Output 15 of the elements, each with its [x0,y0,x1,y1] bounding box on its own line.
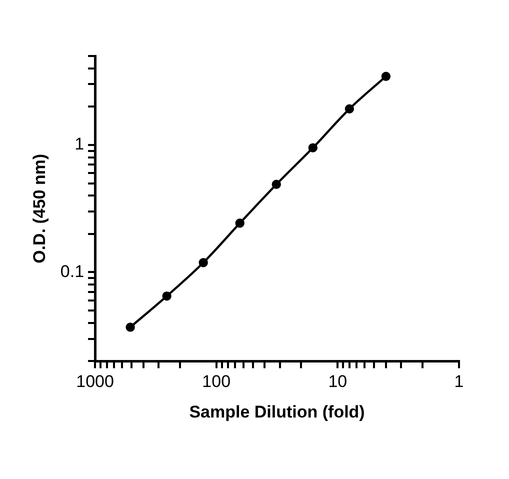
x-tick-label: 10 [328,372,348,392]
y-axis-title: O.D. (450 nm) [30,154,49,264]
x-tick-label: 1000 [76,372,114,392]
point [308,143,318,152]
point [272,180,281,189]
x-tick-label: 100 [202,372,231,392]
x-tick-label: 1 [454,372,464,392]
y-tick-label: 0.1 [60,262,84,281]
point [162,291,172,301]
point [198,258,208,268]
point [344,104,354,114]
point [126,322,135,332]
x-axis-title: Sample Dilution (fold) [189,402,365,422]
point [235,218,244,228]
point [381,72,391,81]
